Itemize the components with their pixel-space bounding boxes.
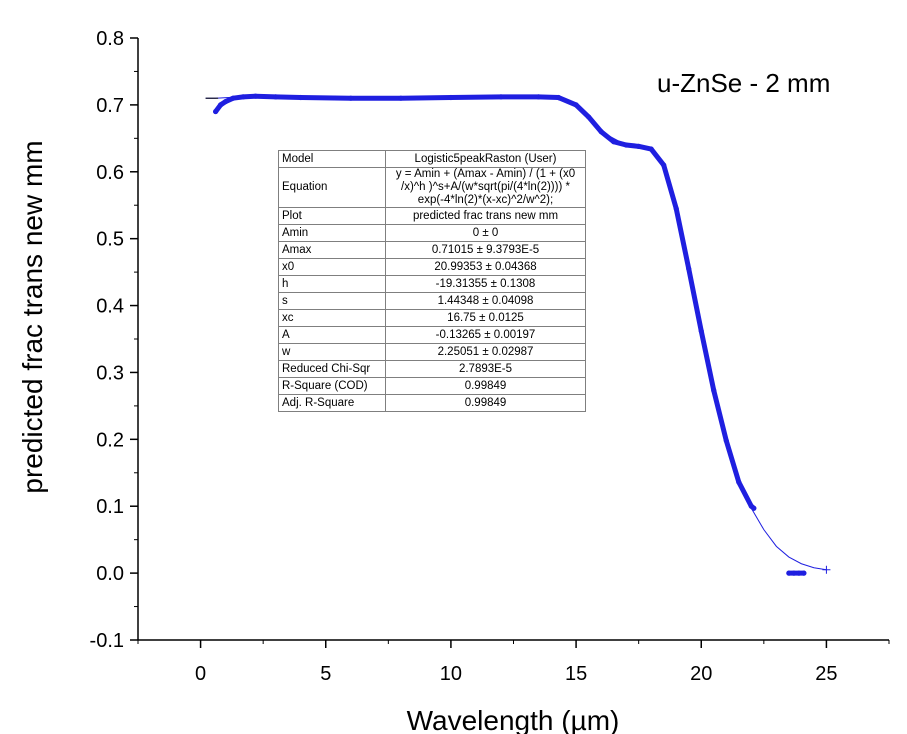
data-point (648, 146, 654, 152)
fit-table-value: Logistic5peakRaston (User) (385, 150, 586, 168)
y-tick-label: 0.2 (96, 429, 124, 451)
fit-table-value: 16.75 ± 0.0125 (385, 309, 586, 327)
fit-table-row: A -0.13265 ± 0.00197 (278, 326, 586, 344)
axes: -0.1 0.0 0.1 0.2 0.3 0.4 0.5 0.6 0.7 0.8 0 5 10 15 20 2… (90, 28, 890, 685)
fit-table-key: R-Square (COD) (278, 377, 386, 395)
fit-table-value: 0.99849 (385, 394, 586, 412)
data-point (586, 114, 592, 120)
fit-table-key: Reduced Chi-Sqr (278, 360, 386, 378)
x-tick-label: 0 (195, 663, 206, 685)
y-tick-label: 0.3 (96, 362, 124, 384)
data-point (661, 162, 667, 168)
fit-table-key: s (278, 292, 386, 310)
data-point (686, 266, 692, 272)
fit-table-value: y = Amin + (Amax - Amin) / (1 + (x0 /x)^… (385, 167, 586, 208)
fit-table-value: predicted frac trans new mm (385, 207, 586, 225)
fit-table-key: A (278, 326, 386, 344)
fit-table-row: x0 20.99353 ± 0.04368 (278, 258, 586, 276)
fit-table-row: Plot predicted frac trans new mm (278, 207, 586, 225)
data-points (213, 93, 807, 576)
fit-table-value: 0.71015 ± 9.3793E-5 (385, 241, 586, 259)
x-tick-label: 25 (815, 663, 837, 685)
fit-table-value: -19.31355 ± 0.1308 (385, 275, 586, 293)
fit-table-key: h (278, 275, 386, 293)
fit-table-key: xc (278, 309, 386, 327)
fit-table-key: x0 (278, 258, 386, 276)
y-tick-label: 0.1 (96, 496, 124, 518)
data-point (398, 95, 404, 101)
fit-table-key: Plot (278, 207, 386, 225)
x-tick-label: 15 (565, 663, 587, 685)
data-point (573, 102, 579, 108)
data-point (348, 95, 354, 101)
fit-table-row: Amin 0 ± 0 (278, 224, 586, 242)
fit-table-value: -0.13265 ± 0.00197 (385, 326, 586, 344)
y-tick-label: 0.8 (96, 28, 124, 50)
fit-table-row: xc 16.75 ± 0.0125 (278, 309, 586, 327)
data-point (273, 94, 279, 100)
x-tick-label: 5 (320, 663, 331, 685)
fit-table-row: Adj. R-Square 0.99849 (278, 394, 586, 412)
chart-annotation: u-ZnSe - 2 mm (657, 68, 830, 98)
y-tick-label: -0.1 (90, 630, 124, 652)
fit-table-row: Amax 0.71015 ± 9.3793E-5 (278, 241, 586, 259)
data-point (611, 139, 617, 145)
data-point (230, 95, 236, 101)
data-point (786, 570, 792, 576)
fit-table-key: Amin (278, 224, 386, 242)
fit-table-row: Equation y = Amin + (Amax - Amin) / (1 + … (278, 167, 586, 208)
data-point (698, 328, 704, 334)
y-axis-title: predicted frac trans new mm (17, 140, 48, 493)
fit-table-key: Adj. R-Square (278, 394, 386, 412)
y-tick-label: 0.5 (96, 229, 124, 251)
fit-table-value: 20.99353 ± 0.04368 (385, 258, 586, 276)
data-point (723, 438, 729, 444)
data-point (555, 94, 562, 101)
data-point (801, 570, 807, 576)
fit-results-table: Model Logistic5peakRaston (User) Equation y… (278, 150, 586, 412)
data-point (623, 142, 629, 148)
data-point (636, 143, 642, 149)
x-axis-title: Wavelength (µm) (407, 705, 620, 734)
data-point (223, 98, 229, 105)
data-point (796, 570, 802, 576)
data-point (736, 479, 742, 485)
fit-table-row: R-Square (COD) 0.99849 (278, 377, 586, 395)
data-point (448, 94, 454, 101)
fit-table-value: 2.7893E-5 (385, 360, 586, 378)
x-tick-label: 10 (440, 663, 462, 685)
data-point (240, 94, 246, 100)
data-point (498, 94, 504, 100)
fit-table-row: h -19.31355 ± 0.1308 (278, 275, 586, 293)
data-point (598, 129, 604, 135)
data-point (673, 205, 679, 212)
fit-table-value: 0 ± 0 (385, 224, 586, 242)
data-point (213, 108, 219, 115)
fit-table-row: Model Logistic5peakRaston (User) (278, 150, 586, 168)
data-point (218, 102, 224, 108)
y-tick-label: 0.0 (96, 563, 124, 585)
fit-table-row: Reduced Chi-Sqr 2.7893E-5 (278, 360, 586, 378)
y-tick-label: 0.4 (96, 296, 124, 318)
fit-table-value: 1.44348 ± 0.04098 (385, 292, 586, 310)
fit-table-key: w (278, 343, 386, 361)
fit-table-row: s 1.44348 ± 0.04098 (278, 292, 586, 310)
fit-table-key: Model (278, 150, 386, 168)
data-point (253, 93, 259, 99)
y-tick-label: 0.6 (96, 162, 124, 184)
data-point (298, 94, 304, 101)
fit-table-value: 0.99849 (385, 377, 586, 395)
data-point (535, 94, 542, 100)
fit-table-key: Equation (278, 167, 386, 208)
fit-table-row: w 2.25051 ± 0.02987 (278, 343, 586, 361)
fit-table-key: Amax (278, 241, 386, 259)
fit-table-value: 2.25051 ± 0.02987 (385, 343, 586, 361)
y-tick-label: 0.7 (96, 95, 124, 117)
x-tick-label: 20 (690, 663, 712, 685)
data-point (751, 505, 757, 511)
data-point (791, 570, 797, 576)
data-point (711, 387, 717, 394)
